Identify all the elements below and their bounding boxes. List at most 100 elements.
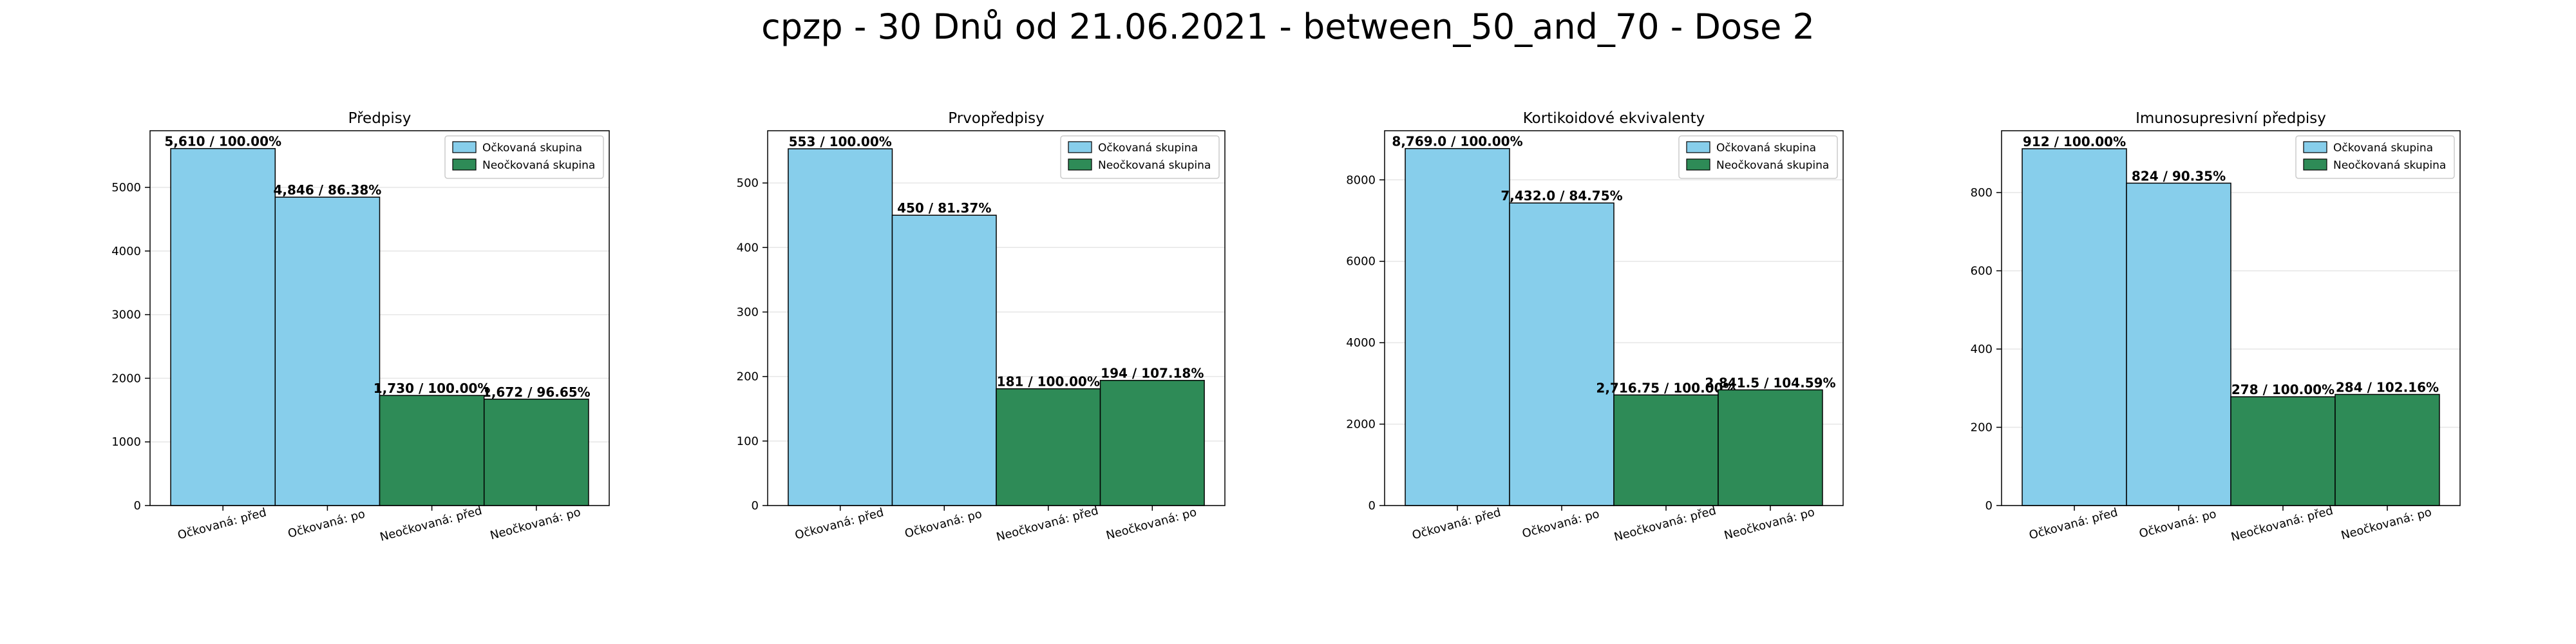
y-tick-label: 0 [752, 499, 759, 513]
chart-title: Předpisy [348, 110, 412, 127]
chart-3: Kortikoidové ekvivalenty 0 2000 4000 6000 800… [1346, 110, 1844, 544]
legend-swatch-vaccinated [2303, 141, 2327, 153]
x-tick-label: Očkovaná: před [1410, 506, 1502, 542]
x-tick-label: Očkovaná: před [2027, 506, 2119, 542]
legend-swatch-unvaccinated [1068, 158, 1092, 171]
plot-frame [767, 130, 1226, 506]
x-tick-label: Neočkovaná: před [2230, 504, 2334, 544]
chart-2: Prvopředpisy 0 100 200 300 400 500 553 / 100.00… [737, 110, 1226, 544]
bar-1 [2022, 148, 2127, 506]
bar-label: 2,716.75 / 100.00% [1596, 380, 1736, 395]
bar-3 [379, 395, 485, 506]
y-tick-label: 300 [737, 305, 759, 319]
x-tick-label: Neočkovaná: po [1104, 506, 1198, 543]
bar-2 [1509, 202, 1615, 506]
legend-entry-unvaccinated: Neočkovaná skupina [1716, 159, 1829, 172]
bar-label: 824 / 90.35% [2132, 168, 2226, 184]
bar-label: 912 / 100.00% [2023, 134, 2126, 149]
y-tick-label: 0 [134, 499, 141, 513]
x-tick-label: Neočkovaná: před [995, 504, 1100, 544]
legend-swatch-unvaccinated [1686, 158, 1710, 171]
plot-frame [2001, 130, 2461, 506]
y-tick-label: 6000 [1346, 255, 1376, 269]
x-tick-label: Očkovaná: po [1520, 507, 1600, 541]
y-tick-label: 4000 [1346, 336, 1376, 350]
y-tick-label: 0 [1985, 499, 1993, 513]
chart-title: Imunosupresivní předpisy [2136, 110, 2326, 127]
y-tick-label: 500 [737, 176, 759, 190]
y-tick-label: 4000 [111, 245, 141, 258]
y-tick-label: 8000 [1346, 173, 1376, 187]
legend-box [444, 135, 604, 179]
x-tick-label: Očkovaná: před [176, 506, 268, 542]
bar-1 [1405, 147, 1510, 506]
bar-label: 1,672 / 96.65% [482, 384, 591, 400]
bar-label: 194 / 107.18% [1101, 366, 1204, 381]
legend-box [2295, 135, 2455, 179]
y-tick-label: 2000 [1346, 418, 1376, 431]
legend-box [1060, 135, 1220, 179]
bar-label: 8,769.0 / 100.00% [1392, 134, 1522, 149]
bar-1 [788, 148, 893, 506]
x-tick-label: Neočkovaná: po [2340, 506, 2433, 543]
legend-swatch-unvaccinated [452, 158, 477, 171]
bar-label: 553 / 100.00% [789, 134, 892, 149]
bar-1 [170, 147, 276, 506]
chart-4: Imunosupresivní předpisy 0 200 400 600 800 912… [1971, 110, 2461, 544]
bar-label: 181 / 100.00% [997, 374, 1100, 390]
legend-entry-vaccinated: Očkovaná skupina [1716, 142, 1816, 155]
legend-swatch-vaccinated [1068, 141, 1092, 153]
x-tick-label: Očkovaná: po [2137, 507, 2217, 541]
legend: Očkovaná skupina Neočkovaná skupina [2295, 135, 2455, 179]
bar-4 [1718, 389, 1823, 506]
legend-swatch-vaccinated [1686, 141, 1710, 153]
bar-label: 5,610 / 100.00% [164, 134, 281, 149]
x-tick-label: Neočkovaná: před [379, 504, 484, 544]
bar-label: 4,846 / 86.38% [273, 182, 381, 198]
bar-2 [891, 214, 997, 506]
chart-title: Prvopředpisy [948, 110, 1045, 127]
bar-2 [2126, 182, 2231, 506]
bar-label: 278 / 100.00% [2231, 382, 2334, 397]
y-tick-label: 1000 [111, 435, 141, 449]
bar-label: 450 / 81.37% [897, 200, 991, 216]
bar-3 [2230, 396, 2336, 506]
x-tick-label: Neočkovaná: před [1613, 504, 1718, 544]
plot-frame [1384, 130, 1844, 506]
y-tick-label: 200 [1971, 421, 1993, 434]
bar-label: 7,432.0 / 84.75% [1501, 188, 1622, 204]
bar-label: 284 / 102.16% [2336, 379, 2439, 395]
y-tick-label: 3000 [111, 308, 141, 322]
y-tick-label: 200 [737, 370, 759, 384]
legend: Očkovaná skupina Neočkovaná skupina [1060, 135, 1220, 179]
legend-entry-vaccinated: Očkovaná skupina [2333, 142, 2433, 155]
legend-entry-unvaccinated: Neočkovaná skupina [2333, 159, 2446, 172]
y-tick-label: 400 [737, 241, 759, 254]
legend-swatch-unvaccinated [2303, 158, 2327, 171]
x-tick-label: Neočkovaná: po [489, 506, 582, 543]
legend: Očkovaná skupina Neočkovaná skupina [444, 135, 604, 179]
legend: Očkovaná skupina Neočkovaná skupina [1678, 135, 1838, 179]
legend-swatch-vaccinated [452, 141, 477, 153]
y-tick-label: 400 [1971, 343, 1993, 356]
bar-3 [1613, 394, 1719, 506]
x-tick-label: Očkovaná: po [287, 507, 366, 541]
legend-entry-unvaccinated: Neočkovaná skupina [1098, 159, 1211, 172]
y-tick-label: 2000 [111, 372, 141, 385]
legend-entry-vaccinated: Očkovaná skupina [482, 142, 582, 155]
bar-3 [996, 388, 1101, 506]
x-tick-label: Očkovaná: po [904, 507, 983, 541]
bar-2 [274, 196, 381, 506]
legend-entry-vaccinated: Očkovaná skupina [1098, 142, 1198, 155]
y-tick-label: 5000 [111, 181, 141, 194]
legend-box [1678, 135, 1838, 179]
x-tick-label: Očkovaná: před [793, 506, 885, 542]
y-tick-label: 0 [1368, 499, 1376, 513]
x-tick-label: Neočkovaná: po [1723, 506, 1816, 543]
plot-frame [149, 130, 610, 506]
figure-title: cpzp - 30 Dnů od 21.06.2021 - between_50… [761, 6, 1815, 47]
bar-4 [2334, 393, 2440, 506]
y-tick-label: 800 [1971, 186, 1993, 200]
bar-4 [483, 399, 589, 506]
